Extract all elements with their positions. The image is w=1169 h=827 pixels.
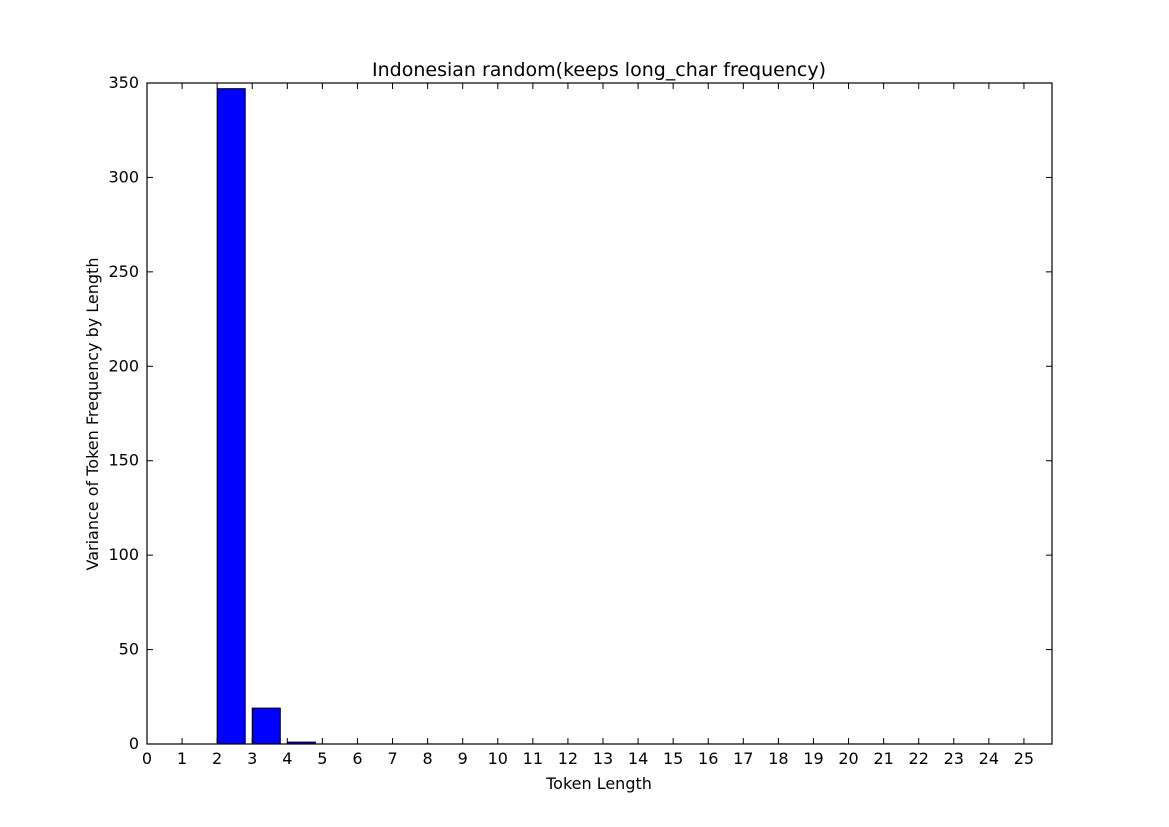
y-axis-label: Variance of Token Frequency by Length xyxy=(83,258,102,571)
y-tick-label: 150 xyxy=(108,451,139,470)
x-tick-label: 6 xyxy=(352,749,362,768)
axes-frame xyxy=(146,82,1053,745)
x-tick-label: 12 xyxy=(558,749,578,768)
x-tick-label: 4 xyxy=(282,749,292,768)
x-tick-label: 8 xyxy=(423,749,433,768)
x-tick-label: 1 xyxy=(177,749,187,768)
x-tick-label: 24 xyxy=(979,749,999,768)
x-tick-label: 7 xyxy=(387,749,397,768)
x-tick-label: 0 xyxy=(142,749,152,768)
x-tick-label: 5 xyxy=(317,749,327,768)
bar-len-2 xyxy=(216,88,246,745)
x-tick-label: 23 xyxy=(944,749,964,768)
x-axis-label: Token Length xyxy=(545,774,652,793)
y-tick-label: 50 xyxy=(119,640,139,659)
bar-len-3 xyxy=(251,707,281,745)
x-tick-label: 19 xyxy=(803,749,823,768)
x-tick-label: 2 xyxy=(212,749,222,768)
y-tick-label: 100 xyxy=(108,545,139,564)
x-tick-label: 17 xyxy=(733,749,753,768)
y-tick-label: 200 xyxy=(108,356,139,375)
x-tick-label: 25 xyxy=(1014,749,1034,768)
x-tick-label: 10 xyxy=(488,749,508,768)
x-tick-label: 20 xyxy=(838,749,858,768)
x-tick-label: 9 xyxy=(458,749,468,768)
x-tick-label: 11 xyxy=(523,749,543,768)
y-tick-label: 300 xyxy=(108,167,139,186)
x-tick-label: 13 xyxy=(593,749,613,768)
x-tick-label: 14 xyxy=(628,749,648,768)
x-tick-label: 18 xyxy=(768,749,788,768)
y-tick-label: 250 xyxy=(108,262,139,281)
chart-title: Indonesian random(keeps long_char freque… xyxy=(372,59,826,81)
y-tick-label: 0 xyxy=(129,734,139,753)
y-tick-label: 350 xyxy=(108,73,139,92)
x-tick-label: 22 xyxy=(909,749,929,768)
x-tick-label: 3 xyxy=(247,749,257,768)
x-tick-label: 15 xyxy=(663,749,683,768)
x-tick-label: 16 xyxy=(698,749,718,768)
x-tick-label: 21 xyxy=(873,749,893,768)
